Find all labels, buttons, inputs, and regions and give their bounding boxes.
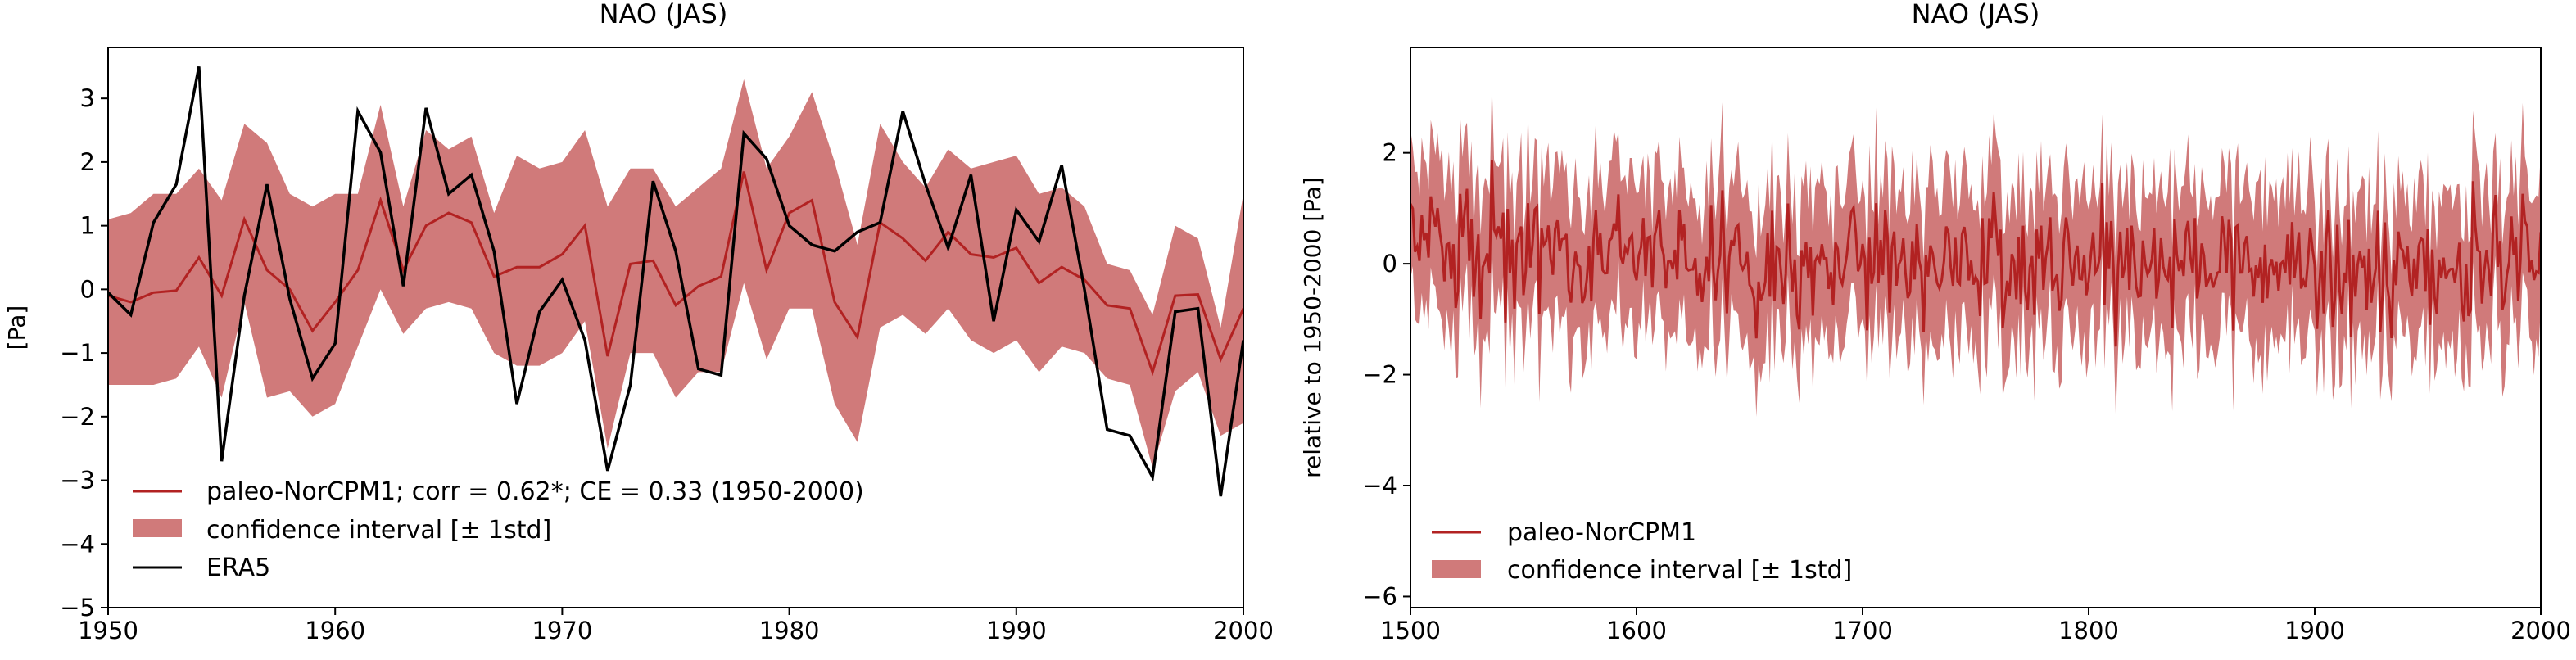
plot-frame (107, 47, 1244, 608)
left-axes: 1950 1960 1970 1980 1990 2000 −5 −4 −3 −2 −1 0 1 2 3 (60, 47, 1274, 644)
right-confidence-band (1410, 80, 2541, 418)
y-tick-label: 0 (1383, 250, 1397, 278)
y-tick-label: −1 (60, 339, 95, 367)
y-tick-label: −3 (60, 467, 95, 495)
legend-label-band-2: confidence interval [± 1std] (1507, 556, 1852, 585)
y-tick-label: −4 (1362, 472, 1397, 500)
y-tick-label: 2 (80, 148, 95, 176)
model-line (108, 171, 1243, 377)
model-line (1410, 160, 2541, 347)
legend-label-model-2: paleo-NorCPM1 (1507, 518, 1696, 547)
y-tick-label: 1 (80, 212, 95, 240)
left-panel: NAO (JAS) [Pa] 1950 1960 1970 1980 1990 2000 −… (3, 0, 1274, 644)
x-tick-label: 1980 (759, 617, 820, 644)
y-tick-label: −2 (60, 403, 95, 431)
y-tick-label: 3 (80, 84, 95, 112)
y-tick-label: −6 (1362, 582, 1397, 610)
confidence-band-area (1410, 80, 2541, 418)
x-tick-label: 1900 (2284, 617, 2345, 644)
right-title: NAO (JAS) (1912, 0, 2040, 29)
y-tick-label: 0 (80, 275, 95, 303)
x-tick-label: 1970 (532, 617, 592, 644)
right-legend: paleo-NorCPM1 confidence interval [± 1st… (1432, 518, 1852, 585)
x-tick-label: 1960 (305, 617, 365, 644)
right-lines (1410, 160, 2541, 347)
left-ylabel: [Pa] (3, 305, 30, 350)
confidence-band-area (108, 79, 1243, 468)
y-tick-label: −4 (60, 530, 95, 558)
legend-swatch-band-2 (1432, 560, 1481, 578)
y-tick-label: 2 (1383, 139, 1397, 167)
x-tick-label: 2000 (1213, 617, 1274, 644)
x-tick-label: 1500 (1380, 617, 1441, 644)
left-title: NAO (JAS) (600, 0, 728, 29)
left-confidence-band (108, 79, 1243, 468)
y-tick-label: −5 (60, 594, 95, 622)
x-tick-label: 1600 (1606, 617, 1667, 644)
x-tick-label: 1800 (2058, 617, 2119, 644)
y-tick-label: −2 (1362, 361, 1397, 389)
x-tick-label: 1990 (986, 617, 1047, 644)
plot-frame (1410, 47, 2542, 608)
era5-line (108, 66, 1243, 497)
left-lines (108, 66, 1243, 497)
left-legend: paleo-NorCPM1; corr = 0.62*; CE = 0.33 (… (133, 477, 864, 582)
legend-label-obs: ERA5 (206, 554, 270, 582)
legend-label-model: paleo-NorCPM1; corr = 0.62*; CE = 0.33 (… (206, 477, 864, 506)
x-tick-label: 2000 (2510, 617, 2571, 644)
right-panel: NAO (JAS) relative to 1950-2000 [Pa] 150… (1299, 0, 2571, 644)
x-tick-label: 1700 (1832, 617, 1893, 644)
legend-swatch-band (133, 519, 182, 537)
x-tick-label: 1950 (78, 617, 138, 644)
right-axes: 1500 1600 1700 1800 1900 2000 −6 −4 −2 0 2 (1362, 47, 2571, 644)
legend-label-band: confidence interval [± 1std] (206, 516, 551, 545)
right-ylabel: relative to 1950-2000 [Pa] (1299, 177, 1326, 478)
